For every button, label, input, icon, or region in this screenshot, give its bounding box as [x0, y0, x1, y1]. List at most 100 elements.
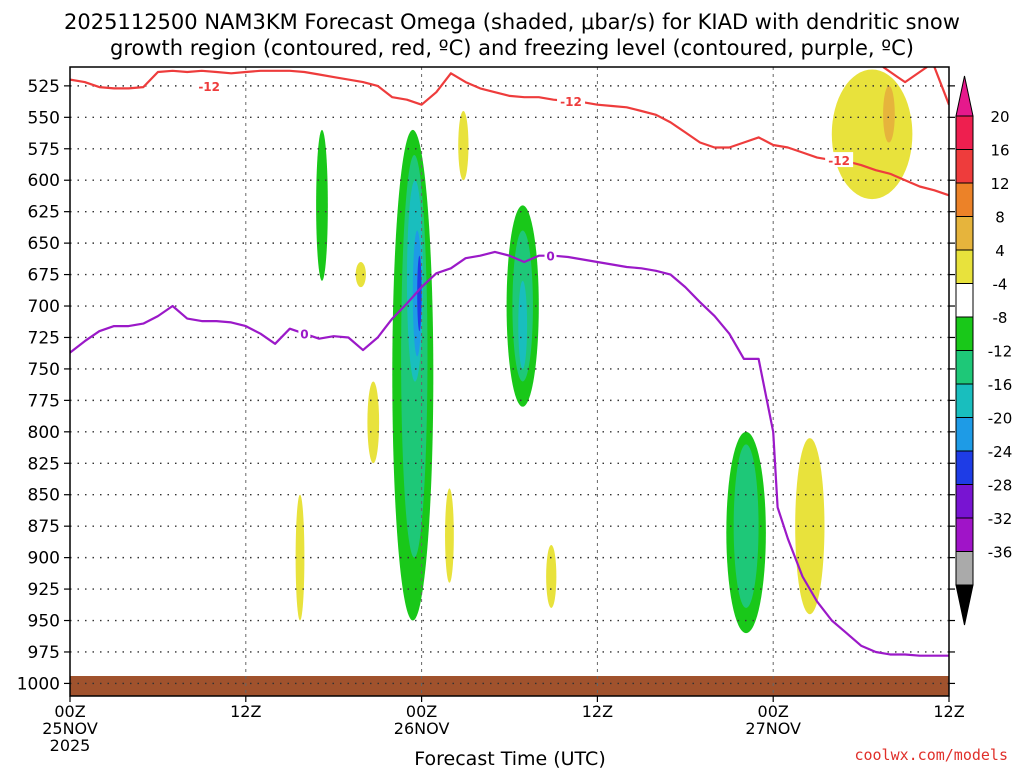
- omega-region-14: [831, 350, 869, 621]
- colorbar-swatch-12: [955, 517, 974, 552]
- dgz-label-bg-1: [557, 92, 586, 108]
- omega-region-10: [582, 456, 627, 583]
- x-tick-label-24-0: 00Z: [406, 702, 437, 721]
- colorbar-label-1: 16: [990, 142, 1009, 160]
- y-tick-label-700: 700: [28, 297, 60, 317]
- ground-terrain: [70, 676, 949, 696]
- colorbar-bottom-arrow: [955, 584, 974, 626]
- y-tick-label-775: 775: [28, 391, 60, 411]
- colorbar: 20 16 12 8 4 -4 -8 -12 -16 -20 -24 -28 -32 -36: [955, 75, 1013, 626]
- omega-region-32: [546, 545, 557, 608]
- dgz-label-0: -12: [198, 80, 220, 94]
- y-tick-label-575: 575: [28, 140, 60, 160]
- y-tick-label-850: 850: [28, 486, 60, 506]
- colorbar-label-13: -36: [988, 544, 1013, 562]
- omega-region-35: [883, 85, 895, 143]
- omega-region-15: [927, 192, 949, 357]
- omega-region-9: [524, 129, 591, 520]
- y-tick-label-525: 525: [28, 77, 60, 97]
- y-axis: 525 550 575 600 625 650 675 700 725 750 775 800 825 8…: [17, 77, 955, 694]
- frz-label-0: 0: [300, 328, 308, 342]
- colorbar-swatch-10: [955, 450, 974, 485]
- colorbar-swatch-2: [955, 182, 974, 217]
- colorbar-swatch-6: [955, 316, 974, 351]
- credit-text: coolwx.com/models: [854, 746, 1008, 764]
- colorbar-swatch-3: [955, 216, 974, 251]
- x-tick-label-48-1: 27NOV: [745, 719, 801, 738]
- y-tick-label-675: 675: [28, 266, 60, 286]
- omega-region-16: [316, 129, 328, 281]
- colorbar-swatch-9: [955, 417, 974, 452]
- x-tick-label-36-0: 12Z: [582, 702, 613, 721]
- dgz-label-2: -12: [828, 154, 850, 168]
- dgz-label-bg-0: [195, 77, 224, 93]
- colorbar-label-5: -4: [993, 276, 1008, 294]
- y-tick-label-750: 750: [28, 360, 60, 380]
- colorbar-top-arrow: [955, 75, 974, 117]
- freezing-level-line: [70, 250, 949, 657]
- omega-region-11: [692, 318, 730, 483]
- y-tick-label-950: 950: [28, 612, 60, 632]
- colorbar-swatch-8: [955, 383, 974, 418]
- frz-label-bg-0: [298, 325, 311, 341]
- x-tick-label-12-0: 12Z: [230, 702, 261, 721]
- colorbar-label-6: -8: [993, 309, 1008, 327]
- omega-region-30: [445, 488, 454, 583]
- colorbar-label-12: -32: [988, 510, 1013, 528]
- omega-region-33: [795, 438, 825, 615]
- y-tick-label-600: 600: [28, 171, 60, 191]
- y-tick-label-725: 725: [28, 328, 60, 348]
- colorbar-swatch-7: [955, 350, 974, 385]
- dgz-contour-2: [933, 67, 949, 106]
- colorbar-label-0: 20: [990, 108, 1009, 126]
- x-tick-label-24-1: 26NOV: [394, 719, 450, 738]
- omega-region-31: [458, 111, 469, 181]
- colorbar-label-4: 4: [995, 242, 1005, 260]
- omega-region-27: [355, 261, 366, 288]
- omega-region-29: [295, 494, 305, 621]
- colorbar-label-2: 12: [990, 175, 1009, 193]
- colorbar-label-8: -16: [988, 376, 1013, 394]
- colorbar-swatch-5: [955, 283, 974, 318]
- frz-label-1: 0: [546, 250, 554, 264]
- x-tick-label-60-0: 12Z: [933, 702, 964, 721]
- x-tick-label-48-0: 00Z: [758, 702, 789, 721]
- omega-region-1: [253, 67, 283, 520]
- colorbar-swatch-0: [955, 115, 974, 150]
- omega-region-24: [518, 280, 528, 369]
- frz-label-bg-1: [544, 247, 557, 263]
- y-tick-label-975: 975: [28, 643, 60, 663]
- dgz-contour-0: [70, 69, 949, 197]
- y-tick-label-925: 925: [28, 580, 60, 600]
- colorbar-label-10: -24: [988, 443, 1013, 461]
- plot-frame: [69, 66, 950, 697]
- y-tick-label-650: 650: [28, 234, 60, 254]
- omega-region-13: [743, 306, 803, 470]
- y-tick-label-900: 900: [28, 549, 60, 569]
- omega-region-0: [209, 73, 246, 216]
- x-tick-label-0-1: 25NOV: [42, 719, 98, 738]
- y-tick-label-1000: 1000: [17, 674, 60, 694]
- freezing-level-contour: 00: [70, 247, 949, 657]
- chart-title-line2: growth region (contoured, red, ºC) and f…: [110, 36, 914, 60]
- colorbar-swatch-1: [955, 149, 974, 184]
- y-tick-label-875: 875: [28, 517, 60, 537]
- x-axis-title: Forecast Time (UTC): [414, 748, 605, 768]
- dgz-label-1: -12: [560, 95, 582, 109]
- dgz-label-bg-2: [825, 152, 854, 168]
- x-tick-label-0-0: 00Z: [54, 702, 85, 721]
- colorbar-swatch-11: [955, 484, 974, 519]
- omega-region-2: [289, 243, 320, 508]
- colorbar-label-7: -12: [988, 343, 1013, 361]
- colorbar-label-11: -28: [988, 477, 1013, 495]
- colorbar-swatch-4: [955, 249, 974, 284]
- y-tick-label-825: 825: [28, 454, 60, 474]
- y-tick-label-550: 550: [28, 108, 60, 128]
- chart-title-line1: 2025112500 NAM3KM Forecast Omega (shaded…: [64, 10, 960, 34]
- x-tick-label-0-2: 2025: [50, 736, 91, 755]
- dgz-contour-1: [882, 67, 928, 84]
- colorbar-label-3: 8: [995, 209, 1005, 227]
- y-tick-label-800: 800: [28, 423, 60, 443]
